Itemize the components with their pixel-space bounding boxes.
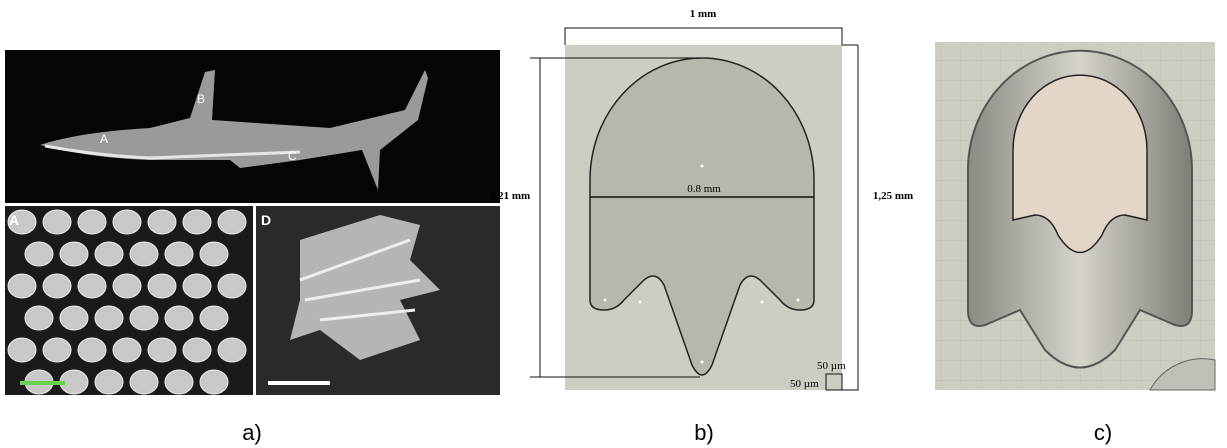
label: B (197, 92, 205, 106)
scale-label: 50 µm (790, 378, 819, 390)
denticle (78, 338, 106, 362)
denticle (95, 242, 123, 266)
denticle (218, 274, 246, 298)
denticle (183, 338, 211, 362)
caption: b) (694, 420, 714, 445)
denticle (183, 274, 211, 298)
denticle (148, 338, 176, 362)
denticle (218, 210, 246, 234)
dimension-label: 1,25 mm (873, 190, 913, 202)
panel-c: c) (935, 42, 1215, 445)
figure: A B C A D a) 1 mm 1.21 mm 0.8 mm 1,25 mm… (0, 0, 1227, 448)
denticle (8, 338, 36, 362)
caption: a) (242, 420, 262, 445)
denticle (25, 306, 53, 330)
dimension-line (565, 28, 858, 45)
denticle (200, 370, 228, 394)
label: D (261, 212, 271, 228)
label: C (288, 149, 297, 163)
denticle (183, 210, 211, 234)
denticle (200, 242, 228, 266)
page: A B C A D a) 1 mm 1.21 mm 0.8 mm 1,25 mm… (0, 0, 1227, 448)
dimension-line (842, 45, 858, 390)
denticle (113, 274, 141, 298)
denticle (8, 274, 36, 298)
denticle (43, 274, 71, 298)
denticle (60, 242, 88, 266)
denticle (130, 242, 158, 266)
caption: c) (1094, 420, 1112, 445)
dimension-label: 1.21 mm (490, 190, 530, 202)
dimension-label: 1 mm (690, 8, 717, 20)
denticle (43, 338, 71, 362)
denticle (165, 242, 193, 266)
denticle (78, 210, 106, 234)
label: A (100, 132, 108, 146)
denticle (43, 210, 71, 234)
denticle (165, 370, 193, 394)
denticle (165, 306, 193, 330)
label: A (9, 212, 19, 228)
denticle (113, 210, 141, 234)
scale-label: 50 µm (817, 360, 846, 372)
denticle (95, 370, 123, 394)
denticle (200, 306, 228, 330)
denticle (78, 274, 106, 298)
denticle (218, 338, 246, 362)
denticle (60, 306, 88, 330)
panel-b: 1 mm 1.21 mm 0.8 mm 1,25 mm 50 µm 50 µm … (490, 8, 913, 445)
denticle (130, 370, 158, 394)
denticle (25, 242, 53, 266)
denticle (130, 306, 158, 330)
denticle (113, 338, 141, 362)
panel-a: A B C A D a) (5, 50, 500, 445)
denticle (95, 306, 123, 330)
denticle (148, 210, 176, 234)
denticle (148, 274, 176, 298)
dimension-label: 0.8 mm (687, 183, 721, 195)
